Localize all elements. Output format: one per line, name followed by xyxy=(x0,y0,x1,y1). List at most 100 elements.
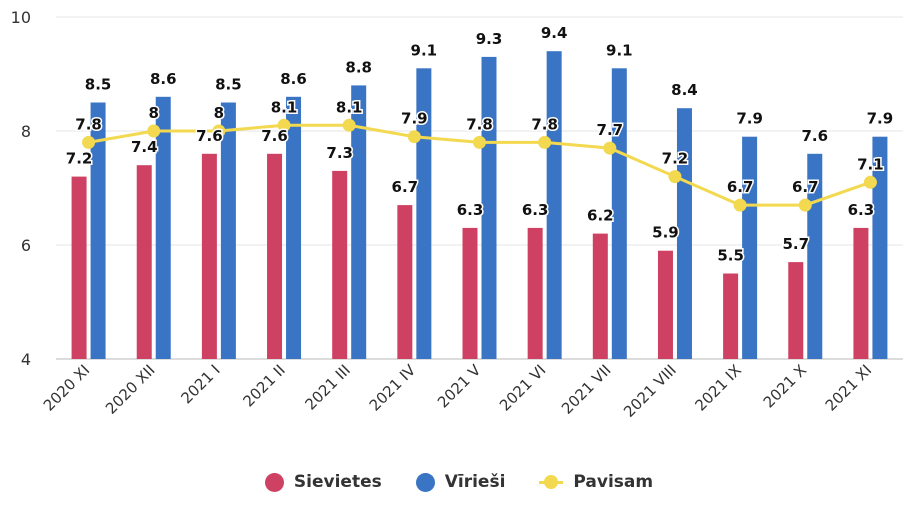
point-pavisam-2021-vi xyxy=(538,135,552,149)
y-tick-label-4: 4 xyxy=(21,350,31,369)
data-label-pavisam-2021-ix: 6.7 xyxy=(727,178,754,196)
bar-sievietes-2021-x xyxy=(788,262,804,359)
point-pavisam-2021-i xyxy=(212,124,226,138)
data-label-sievietes-2021-xi: 6.3 xyxy=(848,201,875,219)
x-tick-label-2021-ii: 2021 II xyxy=(240,361,289,410)
data-label-vīrieši-2021-x: 7.6 xyxy=(801,127,828,145)
bar-vīrieši-2021-ix xyxy=(742,136,758,359)
point-pavisam-2021-xi xyxy=(863,175,877,189)
data-label-sievietes-2021-x: 5.7 xyxy=(782,235,809,253)
bar-vīrieši-2020-xii xyxy=(155,96,171,360)
data-label-sievietes-2021-vi: 6.3 xyxy=(522,201,549,219)
point-pavisam-2020-xii xyxy=(147,124,161,138)
data-label-pavisam-2021-iv: 7.9 xyxy=(401,110,428,128)
data-label-pavisam-2021-i: 8 xyxy=(214,104,224,122)
legend-swatch-sievietes xyxy=(264,472,284,492)
bar-vīrieši-2021-viii xyxy=(676,108,692,359)
point-pavisam-2021-vii xyxy=(603,141,617,155)
line-series xyxy=(82,118,877,212)
data-label-vīrieši-2021-vii: 9.1 xyxy=(606,41,633,59)
bar-vīrieši-2021-i xyxy=(220,102,236,359)
x-tick-label-2020-xi: 2020 XI xyxy=(40,361,93,414)
data-label-sievietes-2021-viii: 5.9 xyxy=(652,224,679,242)
x-axis: 2020 XI 2020 XII 2021 I 2021 II 2021 III 2021… xyxy=(40,361,875,421)
data-label-sievietes-2021-iv: 6.7 xyxy=(392,178,419,196)
data-label-vīrieši-2021-v: 9.3 xyxy=(476,30,503,48)
point-pavisam-2021-iii xyxy=(342,118,356,132)
data-label-vīrieši-2021-iii: 8.8 xyxy=(345,58,372,76)
legend: Sievietes Vīrieši Pavisam xyxy=(0,466,918,498)
point-pavisam-2021-ix xyxy=(733,198,747,212)
point-pavisam-2021-viii xyxy=(668,170,682,184)
bar-vīrieši-2021-xi xyxy=(872,136,888,359)
point-pavisam-2021-ii xyxy=(277,118,291,132)
data-label-pavisam-2021-iii: 8.1 xyxy=(336,98,363,116)
bar-sievietes-2021-vii xyxy=(592,233,608,359)
point-pavisam-2020-xi xyxy=(82,135,96,149)
point-pavisam-2021-iv xyxy=(407,130,421,144)
bar-sievietes-2021-vi xyxy=(527,227,543,359)
bar-sievietes-2021-v xyxy=(462,227,478,359)
y-axis: 4 6 8 10 xyxy=(11,8,31,369)
data-label-vīrieši-2021-ii: 8.6 xyxy=(280,70,307,88)
bar-sievietes-2021-ix xyxy=(723,273,739,359)
x-tick-label-2021-i: 2021 I xyxy=(177,361,223,407)
data-label-vīrieši-2021-xi: 7.9 xyxy=(867,110,894,128)
x-tick-label-2020-xii: 2020 XII xyxy=(102,361,159,418)
legend-swatch-pavisam xyxy=(539,473,564,492)
bar-sievietes-2021-xi xyxy=(853,227,869,359)
data-labels: 7.2 8.5 7.4 8.6 7.6 8.5 7.6 8.6 7.3 8.8 6.7 9.1 6.3 9… xyxy=(64,23,894,266)
data-label-vīrieši-2021-iv: 9.1 xyxy=(411,41,438,59)
legend-swatch-viriesi xyxy=(415,472,435,492)
data-label-sievietes-2021-v: 6.3 xyxy=(457,201,484,219)
chart: 4 6 8 10 7.2 8.5 7.4 8.6 7.6 8.5 7.6 8.6 7.3 8.8 6.7 9… xyxy=(11,8,903,421)
legend-label-pavisam: Pavisam xyxy=(573,472,654,492)
data-label-vīrieši-2021-viii: 8.4 xyxy=(671,81,698,99)
bar-sievietes-2021-viii xyxy=(657,250,673,359)
data-label-sievietes-2020-xi: 7.2 xyxy=(66,150,93,168)
data-label-sievietes-2021-ii: 7.6 xyxy=(261,127,288,145)
x-tick-label-2021-viii: 2021 VIII xyxy=(620,361,680,421)
data-label-pavisam-2021-ii: 8.1 xyxy=(271,98,298,116)
bar-vīrieši-2021-vii xyxy=(611,68,627,360)
bar-sievietes-2021-i xyxy=(201,153,217,359)
data-label-vīrieši-2021-ix: 7.9 xyxy=(736,110,763,128)
data-label-sievietes-2021-i: 7.6 xyxy=(196,127,223,145)
x-tick-label-2021-iii: 2021 III xyxy=(302,361,354,413)
legend-label-viriesi: Vīrieši xyxy=(444,472,506,492)
x-tick-label-2021-vii: 2021 VII xyxy=(558,361,615,418)
data-label-sievietes-2020-xii: 7.4 xyxy=(131,138,158,156)
bar-vīrieši-2021-iii xyxy=(351,85,367,360)
data-label-pavisam-2021-x: 6.7 xyxy=(792,178,819,196)
x-tick-label-2021-xi: 2021 XI xyxy=(822,361,875,414)
data-label-pavisam-2020-xii: 8 xyxy=(149,104,159,122)
y-tick-label-8: 8 xyxy=(21,122,31,141)
point-pavisam-2021-v xyxy=(473,135,486,149)
bars xyxy=(71,51,888,360)
bar-sievietes-2020-xi xyxy=(71,176,87,359)
bar-vīrieši-2020-xi xyxy=(90,102,106,359)
bar-sievietes-2021-iii xyxy=(332,170,348,359)
x-tick-label-2021-iv: 2021 IV xyxy=(366,361,420,415)
legend-item-viriesi[interactable]: Vīrieši xyxy=(415,472,506,492)
data-label-vīrieši-2021-i: 8.5 xyxy=(215,76,242,94)
grid xyxy=(56,16,903,360)
bar-vīrieši-2021-vi xyxy=(546,51,562,359)
legend-item-sievietes[interactable]: Sievietes xyxy=(264,472,382,492)
data-label-pavisam-2021-xi: 7.1 xyxy=(857,155,884,173)
y-tick-label-6: 6 xyxy=(21,236,31,255)
data-label-vīrieši-2020-xii: 8.6 xyxy=(150,70,177,88)
data-label-pavisam-2021-vii: 7.7 xyxy=(597,121,624,139)
legend-item-pavisam[interactable]: Pavisam xyxy=(539,472,653,492)
x-tick-label-2021-v: 2021 V xyxy=(434,361,485,412)
bar-sievietes-2020-xii xyxy=(136,165,152,359)
bar-vīrieši-2021-ii xyxy=(286,96,302,360)
point-pavisam-2021-x xyxy=(798,198,812,212)
x-tick-label-2021-vi: 2021 VI xyxy=(496,361,549,414)
bar-sievietes-2021-iv xyxy=(397,205,413,359)
data-label-pavisam-2021-viii: 7.2 xyxy=(662,150,689,168)
data-label-pavisam-2021-vi: 7.8 xyxy=(531,115,558,133)
data-label-vīrieši-2021-vi: 9.4 xyxy=(541,24,568,42)
data-label-pavisam-2020-xi: 7.8 xyxy=(75,115,102,133)
x-tick-label-2021-ix: 2021 IX xyxy=(691,361,744,414)
